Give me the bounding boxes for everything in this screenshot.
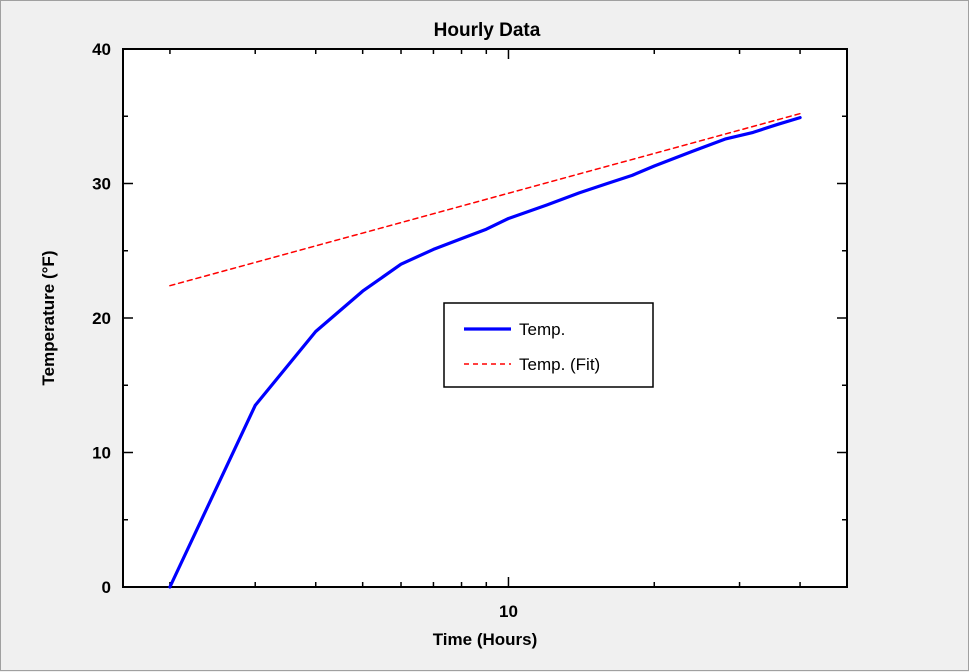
x-axis-label: Time (Hours) [433,630,538,649]
legend: Temp. Temp. (Fit) [443,302,654,388]
x-tick-labels: 10 [499,602,518,621]
series-line-temp-fit [169,112,801,287]
y-tick-label: 40 [92,40,111,59]
series-line-temp [168,115,802,589]
series-layer [168,112,802,589]
legend-label-temp: Temp. [519,320,565,339]
y-tick-label: 10 [92,444,111,463]
y-tick-label: 20 [92,309,111,328]
y-tick-label: 0 [102,578,111,597]
chart-title: Hourly Data [434,20,541,41]
legend-box [443,302,654,388]
legend-label-temp-fit: Temp. (Fit) [519,355,600,374]
y-tick-labels: 0 10 20 30 40 [92,40,111,597]
x-tick-label: 10 [499,602,518,621]
y-tick-label: 30 [92,175,111,194]
y-axis-label: Temperature (°F) [39,251,58,386]
